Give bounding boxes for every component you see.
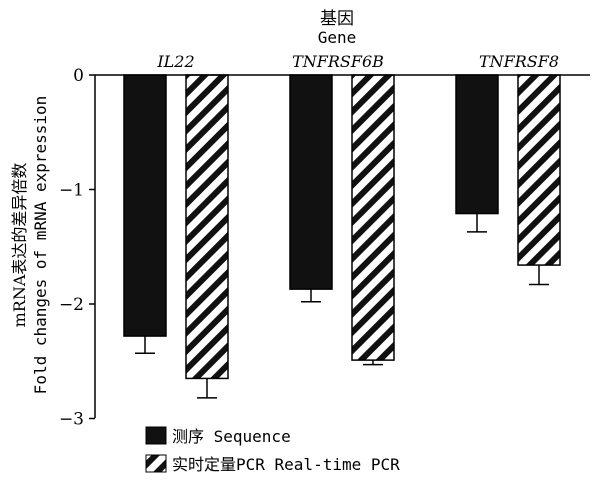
y-tick-label: −1 bbox=[59, 181, 84, 201]
y-axis-label-cn: mRNA表达的差异倍数 bbox=[10, 163, 29, 328]
legend-item-real-time-pcr: 实时定量PCR Real-time PCR bbox=[145, 454, 400, 474]
legend-swatch-sequence bbox=[145, 426, 167, 445]
legend: 测序 Sequence 实时定量PCR Real-time PCR bbox=[145, 426, 400, 474]
bars bbox=[123, 74, 561, 380]
chart-subtitle: Gene bbox=[318, 28, 357, 47]
bar-real-time-pcr-tnfrsf6b bbox=[351, 74, 395, 361]
error-bars bbox=[135, 213, 549, 399]
legend-swatch-real-time-pcr bbox=[145, 454, 167, 473]
y-tick-label: −2 bbox=[59, 295, 84, 315]
chart-title: 基因 bbox=[320, 9, 354, 29]
category-label-il22: IL22 bbox=[156, 52, 194, 71]
y-tick-label: −3 bbox=[59, 410, 84, 430]
bar-sequence-tnfrsf8 bbox=[455, 74, 499, 215]
bar-real-time-pcr-tnfrsf8 bbox=[517, 74, 561, 266]
y-axis-label-en: Fold changes of mRNA expression bbox=[31, 96, 50, 395]
bar-sequence-il22 bbox=[123, 74, 167, 337]
category-label-tnfrsf6b: TNFRSF6B bbox=[292, 52, 384, 71]
category-label-tnfrsf8: TNFRSF8 bbox=[479, 52, 559, 71]
legend-label-sequence: 测序 Sequence bbox=[172, 427, 291, 446]
bar-real-time-pcr-il22 bbox=[185, 74, 229, 380]
legend-label-real-time-pcr: 实时定量PCR Real-time PCR bbox=[172, 455, 400, 474]
legend-item-sequence: 测序 Sequence bbox=[145, 426, 291, 446]
category-labels: IL22 TNFRSF6B TNFRSF8 bbox=[156, 52, 559, 71]
bar-sequence-tnfrsf6b bbox=[289, 74, 333, 290]
y-axis-ticks: 0 −1 −2 −3 bbox=[59, 66, 95, 430]
y-tick-label: 0 bbox=[73, 66, 84, 86]
